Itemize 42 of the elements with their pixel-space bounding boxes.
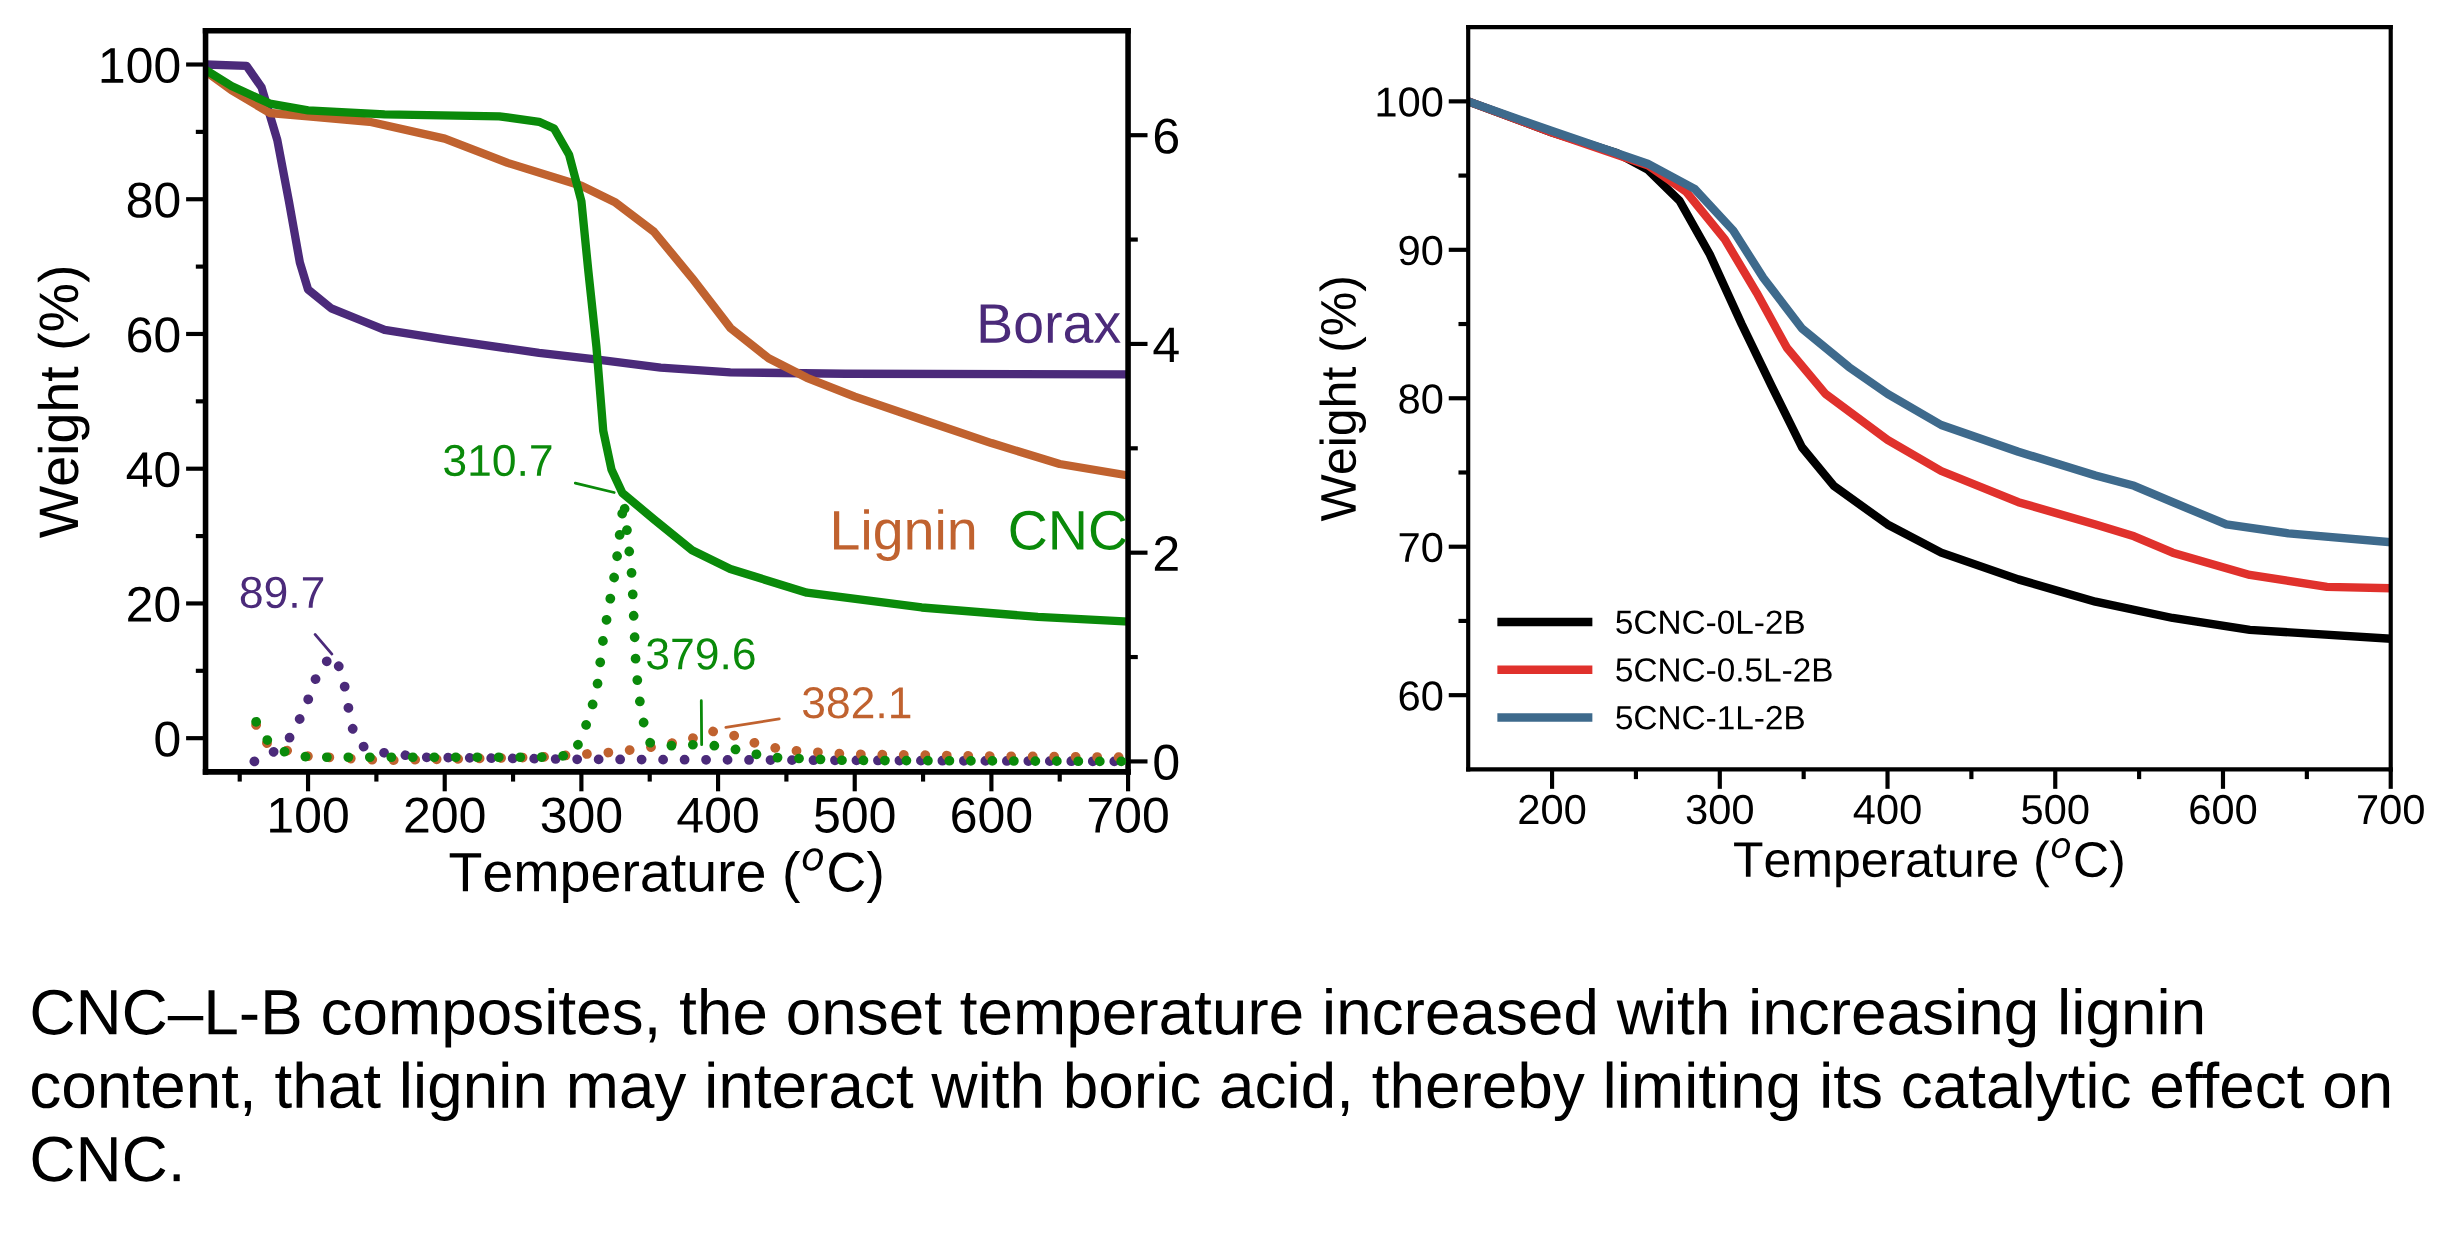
- x-tick-label: 600: [952, 797, 1032, 833]
- legend-label: 5CNC-0L-2B: [1616, 610, 1804, 634]
- y-tick-label: 0: [155, 721, 180, 757]
- legend-label: 5CNC-0.5L-2B: [1616, 658, 1832, 682]
- x-axis-title: Temperature ($^{o}$C): [1734, 838, 2123, 888]
- legend-label: 5CNC-1L-2B: [1616, 705, 1804, 730]
- y2-tick-label: 0: [1154, 744, 1179, 781]
- x-tick-label: 600: [2190, 794, 2257, 825]
- annotation: 89.7: [240, 576, 324, 609]
- y-tick-label: 40: [126, 451, 180, 488]
- x-tick-label: 400: [677, 797, 758, 833]
- series-label: Lignin: [834, 509, 975, 561]
- x-tick-label: 500: [815, 797, 895, 833]
- y2-tick-label: 4: [1153, 327, 1179, 363]
- x-tick-label: 300: [541, 797, 622, 833]
- y-tick-label: 60: [1399, 681, 1443, 711]
- y2-tick-label: 6: [1154, 118, 1178, 154]
- x-tick-label: 200: [1519, 794, 1586, 825]
- x-tick-label: 200: [405, 797, 485, 833]
- annotation: 310.7: [444, 444, 552, 477]
- x-tick-label: 700: [1088, 797, 1168, 833]
- y2-tick-label: 2: [1154, 535, 1178, 571]
- y-tick-label: 100: [101, 47, 180, 84]
- x-tick-label: 100: [270, 797, 348, 833]
- y-tick-label: 80: [127, 182, 180, 218]
- y-axis-title: Weight (%): [37, 267, 90, 538]
- y-tick-label: 100: [1377, 87, 1443, 117]
- series-label: Borax: [980, 304, 1121, 344]
- text: CNC–L-B composites, the onset temperature increased with increasing lignin content, that lignin may interact with boric acid, thereby limiting its catalytic effect on CNC.: [32, 987, 2390, 1182]
- x-tick-label: 700: [2358, 794, 2424, 825]
- y-axis-title: Weight (%): [1319, 278, 1367, 522]
- y-tick-label: 70: [1399, 532, 1443, 563]
- x-tick-label: 300: [1686, 794, 1753, 825]
- x-tick-label: 400: [1853, 794, 1921, 825]
- y-tick-label: 90: [1399, 235, 1443, 266]
- x-tick-label: 500: [2022, 794, 2089, 825]
- annotation: 382.1: [802, 687, 911, 719]
- x-axis-title: Temperature ($^{o}$C): [449, 848, 882, 903]
- y-tick-label: 80: [1399, 384, 1443, 414]
- annotation: 379.6: [647, 638, 755, 670]
- y-tick-label: 60: [128, 317, 180, 353]
- y-tick-label: 20: [128, 586, 180, 623]
